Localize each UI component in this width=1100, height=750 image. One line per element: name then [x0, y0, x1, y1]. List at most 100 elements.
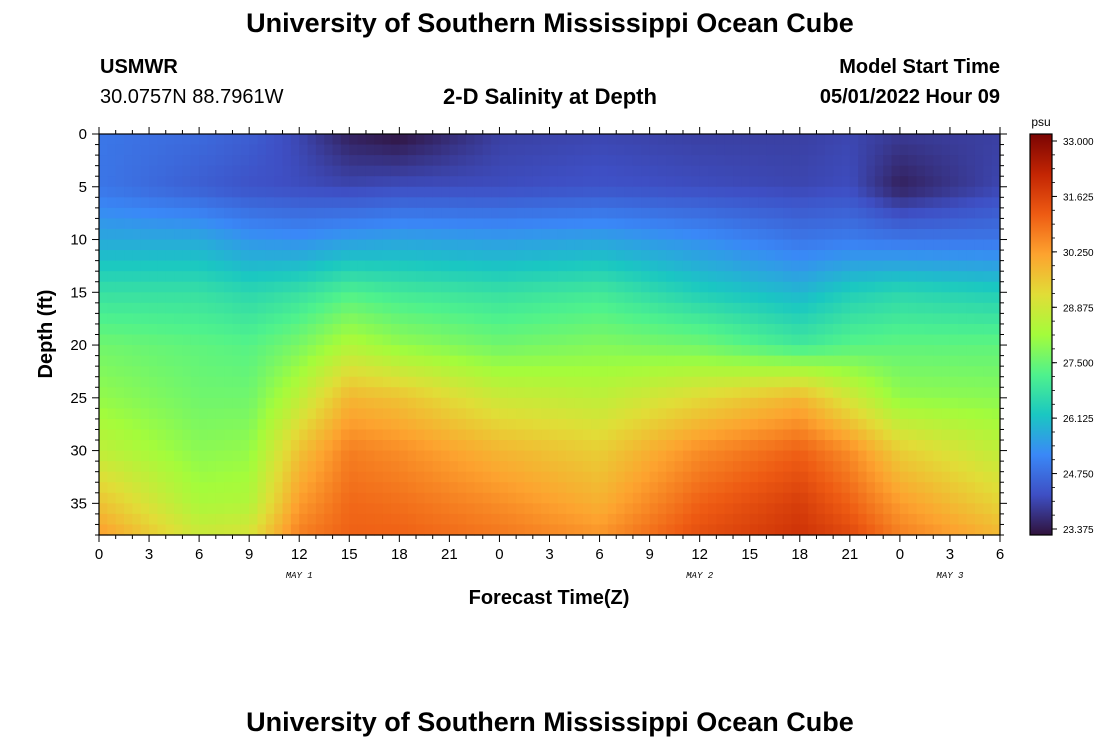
- heatmap-cell: [382, 260, 392, 272]
- heatmap-cell: [257, 387, 267, 399]
- heatmap-cell: [666, 366, 676, 378]
- heatmap-cell: [332, 186, 342, 198]
- heatmap-cell: [624, 197, 634, 209]
- heatmap-cell: [140, 218, 150, 230]
- heatmap-cell: [282, 397, 292, 409]
- heatmap-cell: [324, 281, 334, 293]
- heatmap-cell: [441, 281, 450, 293]
- heatmap-cell: [499, 144, 509, 156]
- heatmap-cell: [824, 408, 834, 420]
- heatmap-cell: [390, 239, 400, 251]
- heatmap-cell: [282, 144, 292, 156]
- heatmap-cell: [699, 155, 709, 167]
- heatmap-cell: [858, 197, 868, 209]
- heatmap-cell: [557, 334, 567, 346]
- heatmap-cell: [724, 429, 734, 441]
- heatmap-cell: [157, 376, 167, 388]
- heatmap-cell: [899, 482, 909, 494]
- heatmap-cell: [883, 450, 893, 462]
- heatmap-cell: [841, 492, 851, 504]
- heatmap-cell: [557, 239, 567, 251]
- heatmap-cell: [182, 503, 192, 515]
- heatmap-cell: [516, 408, 526, 420]
- heatmap-cell: [874, 471, 884, 483]
- heatmap-cell: [274, 239, 284, 251]
- heatmap-cell: [99, 345, 108, 357]
- heatmap-cell: [641, 239, 651, 251]
- heatmap-cell: [149, 429, 158, 441]
- heatmap-cell: [824, 218, 834, 230]
- heatmap-cell: [891, 418, 901, 431]
- heatmap-cell: [941, 144, 951, 156]
- heatmap-cell: [165, 418, 175, 431]
- heatmap-cell: [574, 408, 584, 420]
- heatmap-cell: [390, 503, 400, 515]
- heatmap-cell: [474, 197, 484, 209]
- heatmap-cell: [991, 450, 1001, 462]
- heatmap-cell: [324, 524, 334, 536]
- heatmap-cell: [591, 345, 601, 357]
- heatmap-cell: [516, 492, 526, 504]
- heatmap-cell: [165, 471, 175, 483]
- heatmap-cell: [958, 155, 968, 167]
- page-title: University of Southern Mississippi Ocean…: [246, 8, 854, 38]
- heatmap-cell: [908, 461, 918, 473]
- heatmap-cell: [824, 418, 834, 431]
- heatmap-cell: [549, 302, 559, 314]
- heatmap-cell: [357, 376, 367, 388]
- heatmap-cell: [616, 207, 626, 220]
- heatmap-cell: [591, 513, 601, 526]
- heatmap-cell: [140, 482, 150, 494]
- heatmap-cell: [532, 271, 542, 283]
- heatmap-cell: [165, 228, 175, 241]
- heatmap-cell: [390, 313, 400, 325]
- heatmap-cell: [416, 165, 425, 177]
- heatmap-cell: [724, 471, 734, 483]
- heatmap-cell: [491, 228, 501, 241]
- heatmap-cell: [441, 302, 450, 314]
- heatmap-cell: [708, 302, 717, 314]
- heatmap-cell: [908, 134, 918, 146]
- heatmap-cell: [115, 334, 125, 346]
- heatmap-cell: [491, 513, 501, 526]
- heatmap-cell: [149, 218, 158, 230]
- heatmap-cell: [883, 144, 893, 156]
- heatmap-cell: [482, 207, 492, 220]
- heatmap-cell: [190, 471, 200, 483]
- heatmap-cell: [340, 503, 350, 515]
- heatmap-cell: [983, 155, 993, 167]
- heatmap-cell: [741, 492, 751, 504]
- heatmap-cell: [682, 271, 692, 283]
- heatmap-cell: [699, 345, 709, 357]
- heatmap-cell: [165, 503, 175, 515]
- heatmap-cell: [933, 345, 943, 357]
- heatmap-cell: [199, 228, 209, 241]
- heatmap-cell: [641, 345, 651, 357]
- heatmap-cell: [174, 503, 184, 515]
- heatmap-cell: [774, 186, 784, 198]
- heatmap-cell: [808, 260, 818, 272]
- heatmap-cell: [582, 461, 592, 473]
- heatmap-cell: [449, 366, 459, 378]
- heatmap-cell: [274, 418, 284, 431]
- heatmap-cell: [365, 524, 375, 536]
- heatmap-cell: [407, 461, 417, 473]
- station-coordinates: 30.0757N 88.7961W: [100, 86, 284, 108]
- heatmap-cell: [974, 186, 984, 198]
- heatmap-cell: [808, 134, 818, 146]
- heatmap-cell: [699, 218, 709, 230]
- heatmap-cell: [699, 281, 709, 293]
- heatmap-cell: [991, 155, 1001, 167]
- heatmap-cell: [691, 450, 701, 462]
- heatmap-cell: [883, 376, 893, 388]
- heatmap-cell: [799, 471, 809, 483]
- heatmap-cell: [774, 218, 784, 230]
- heatmap-cell: [299, 524, 309, 536]
- heatmap-cell: [140, 376, 150, 388]
- heatmap-cell: [399, 155, 409, 167]
- heatmap-cell: [149, 165, 158, 177]
- heatmap-cell: [866, 461, 876, 473]
- heatmap-cell: [958, 250, 968, 262]
- heatmap-cell: [132, 503, 142, 515]
- heatmap-cell: [566, 155, 576, 167]
